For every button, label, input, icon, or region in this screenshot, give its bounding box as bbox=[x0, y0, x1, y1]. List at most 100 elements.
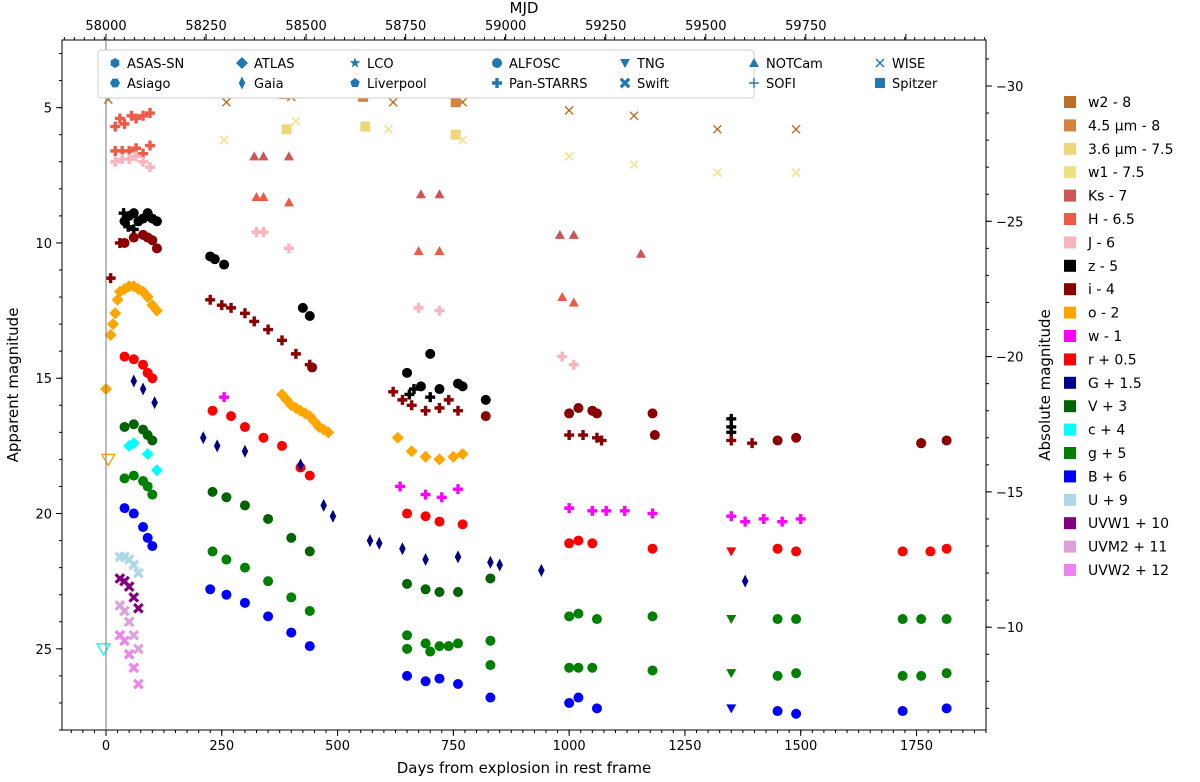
instrument-legend-marker bbox=[236, 57, 248, 69]
data-point bbox=[304, 605, 315, 616]
data-point bbox=[591, 432, 602, 443]
data-point bbox=[897, 706, 908, 717]
data-point bbox=[726, 669, 737, 679]
data-point bbox=[104, 328, 117, 341]
data-point bbox=[450, 97, 461, 108]
data-point bbox=[251, 191, 262, 201]
instrument-legend-marker bbox=[875, 58, 885, 68]
data-point bbox=[434, 403, 445, 413]
data-point bbox=[304, 546, 315, 557]
data-point bbox=[286, 532, 297, 543]
data-point bbox=[322, 426, 335, 439]
band-legend-label: H - 6.5 bbox=[1088, 212, 1135, 228]
band-legend-label: g + 5 bbox=[1088, 446, 1126, 462]
data-point bbox=[557, 292, 568, 302]
data-point bbox=[128, 559, 140, 571]
instrument-legend-label: Spitzer bbox=[892, 77, 938, 92]
data-point bbox=[286, 592, 297, 603]
band-legend-swatch bbox=[1064, 259, 1076, 272]
data-point bbox=[277, 440, 287, 451]
data-point bbox=[726, 704, 737, 714]
top-tick-label: 59750 bbox=[785, 19, 826, 34]
data-point bbox=[131, 151, 142, 162]
data-point bbox=[409, 384, 419, 395]
data-point bbox=[941, 435, 952, 446]
data-point bbox=[304, 311, 315, 321]
data-point bbox=[395, 481, 406, 492]
y-axis-label: Apparent magnitude bbox=[4, 308, 22, 463]
right-tick-label: −20 bbox=[996, 351, 1023, 366]
data-point bbox=[629, 159, 639, 169]
data-point bbox=[145, 108, 155, 119]
data-point bbox=[941, 543, 952, 554]
band-legend-swatch bbox=[1064, 540, 1076, 553]
band-legend-label: J - 6 bbox=[1087, 235, 1115, 251]
data-point bbox=[150, 304, 163, 317]
data-point bbox=[304, 641, 315, 652]
series-uvw2-12 bbox=[114, 629, 144, 690]
data-point bbox=[138, 522, 149, 533]
data-point bbox=[587, 662, 598, 673]
band-legend-label: U + 9 bbox=[1088, 493, 1128, 509]
data-point bbox=[564, 611, 575, 622]
band-legend-swatch bbox=[1064, 306, 1076, 319]
x-tick-label: 500 bbox=[325, 739, 350, 754]
data-point bbox=[726, 421, 737, 432]
band-legend-label: r + 0.5 bbox=[1088, 352, 1137, 368]
instrument-legend-marker bbox=[238, 76, 246, 90]
series-r-0-5-tri bbox=[726, 547, 737, 557]
data-point bbox=[564, 538, 575, 549]
instrument-legend-label: WISE bbox=[892, 57, 925, 72]
data-point bbox=[384, 124, 394, 134]
data-point bbox=[133, 567, 144, 579]
data-point bbox=[496, 558, 503, 572]
data-point bbox=[458, 135, 468, 145]
right-y-axis-label: Absolute magnitude bbox=[1036, 309, 1054, 460]
band-legend-swatch bbox=[1064, 400, 1076, 413]
data-point bbox=[376, 536, 383, 550]
x-tick-label: 1250 bbox=[668, 739, 701, 754]
data-point bbox=[415, 189, 426, 199]
band-legend-swatch bbox=[1064, 423, 1076, 436]
data-point bbox=[941, 614, 952, 625]
y-tick-label: 5 bbox=[44, 102, 52, 117]
data-point bbox=[239, 562, 250, 573]
data-point bbox=[573, 535, 584, 546]
axes: 0 250 500 750 1000 1250 1500 1750 58000 58250 5850… bbox=[35, 19, 1023, 754]
instrument-legend-label: ATLAS bbox=[254, 57, 295, 72]
data-point bbox=[596, 435, 607, 446]
band-legend-swatch bbox=[1064, 564, 1076, 576]
data-point bbox=[635, 248, 646, 258]
band-legend-label: Ks - 7 bbox=[1088, 189, 1127, 205]
data-point bbox=[329, 509, 337, 523]
data-point bbox=[226, 411, 237, 422]
series-w1-7-5 bbox=[219, 116, 801, 178]
series-c-4 bbox=[123, 437, 163, 477]
data-point bbox=[772, 706, 783, 717]
data-point bbox=[138, 156, 149, 167]
data-point bbox=[916, 614, 927, 625]
data-point bbox=[538, 563, 545, 577]
data-point bbox=[119, 635, 130, 647]
data-point bbox=[139, 382, 147, 396]
instrument-legend-label: Liverpool bbox=[367, 77, 427, 92]
data-point bbox=[647, 543, 658, 554]
data-point bbox=[443, 394, 454, 405]
band-legend-swatch bbox=[1064, 353, 1076, 366]
series-b-6 bbox=[119, 503, 952, 719]
band-legend-swatch bbox=[1064, 493, 1076, 506]
data-point bbox=[772, 543, 783, 554]
data-point bbox=[916, 670, 927, 681]
data-point bbox=[591, 614, 602, 625]
data-point bbox=[916, 438, 927, 449]
data-point bbox=[649, 430, 660, 441]
band-legend-label: UVW2 + 12 bbox=[1088, 563, 1169, 579]
series-limits-c bbox=[96, 643, 112, 657]
data-point bbox=[258, 191, 269, 201]
data-point bbox=[419, 450, 432, 463]
data-point bbox=[647, 508, 658, 519]
data-point bbox=[772, 435, 783, 446]
data-point bbox=[480, 394, 491, 405]
data-point bbox=[397, 394, 408, 405]
data-point bbox=[726, 427, 737, 438]
